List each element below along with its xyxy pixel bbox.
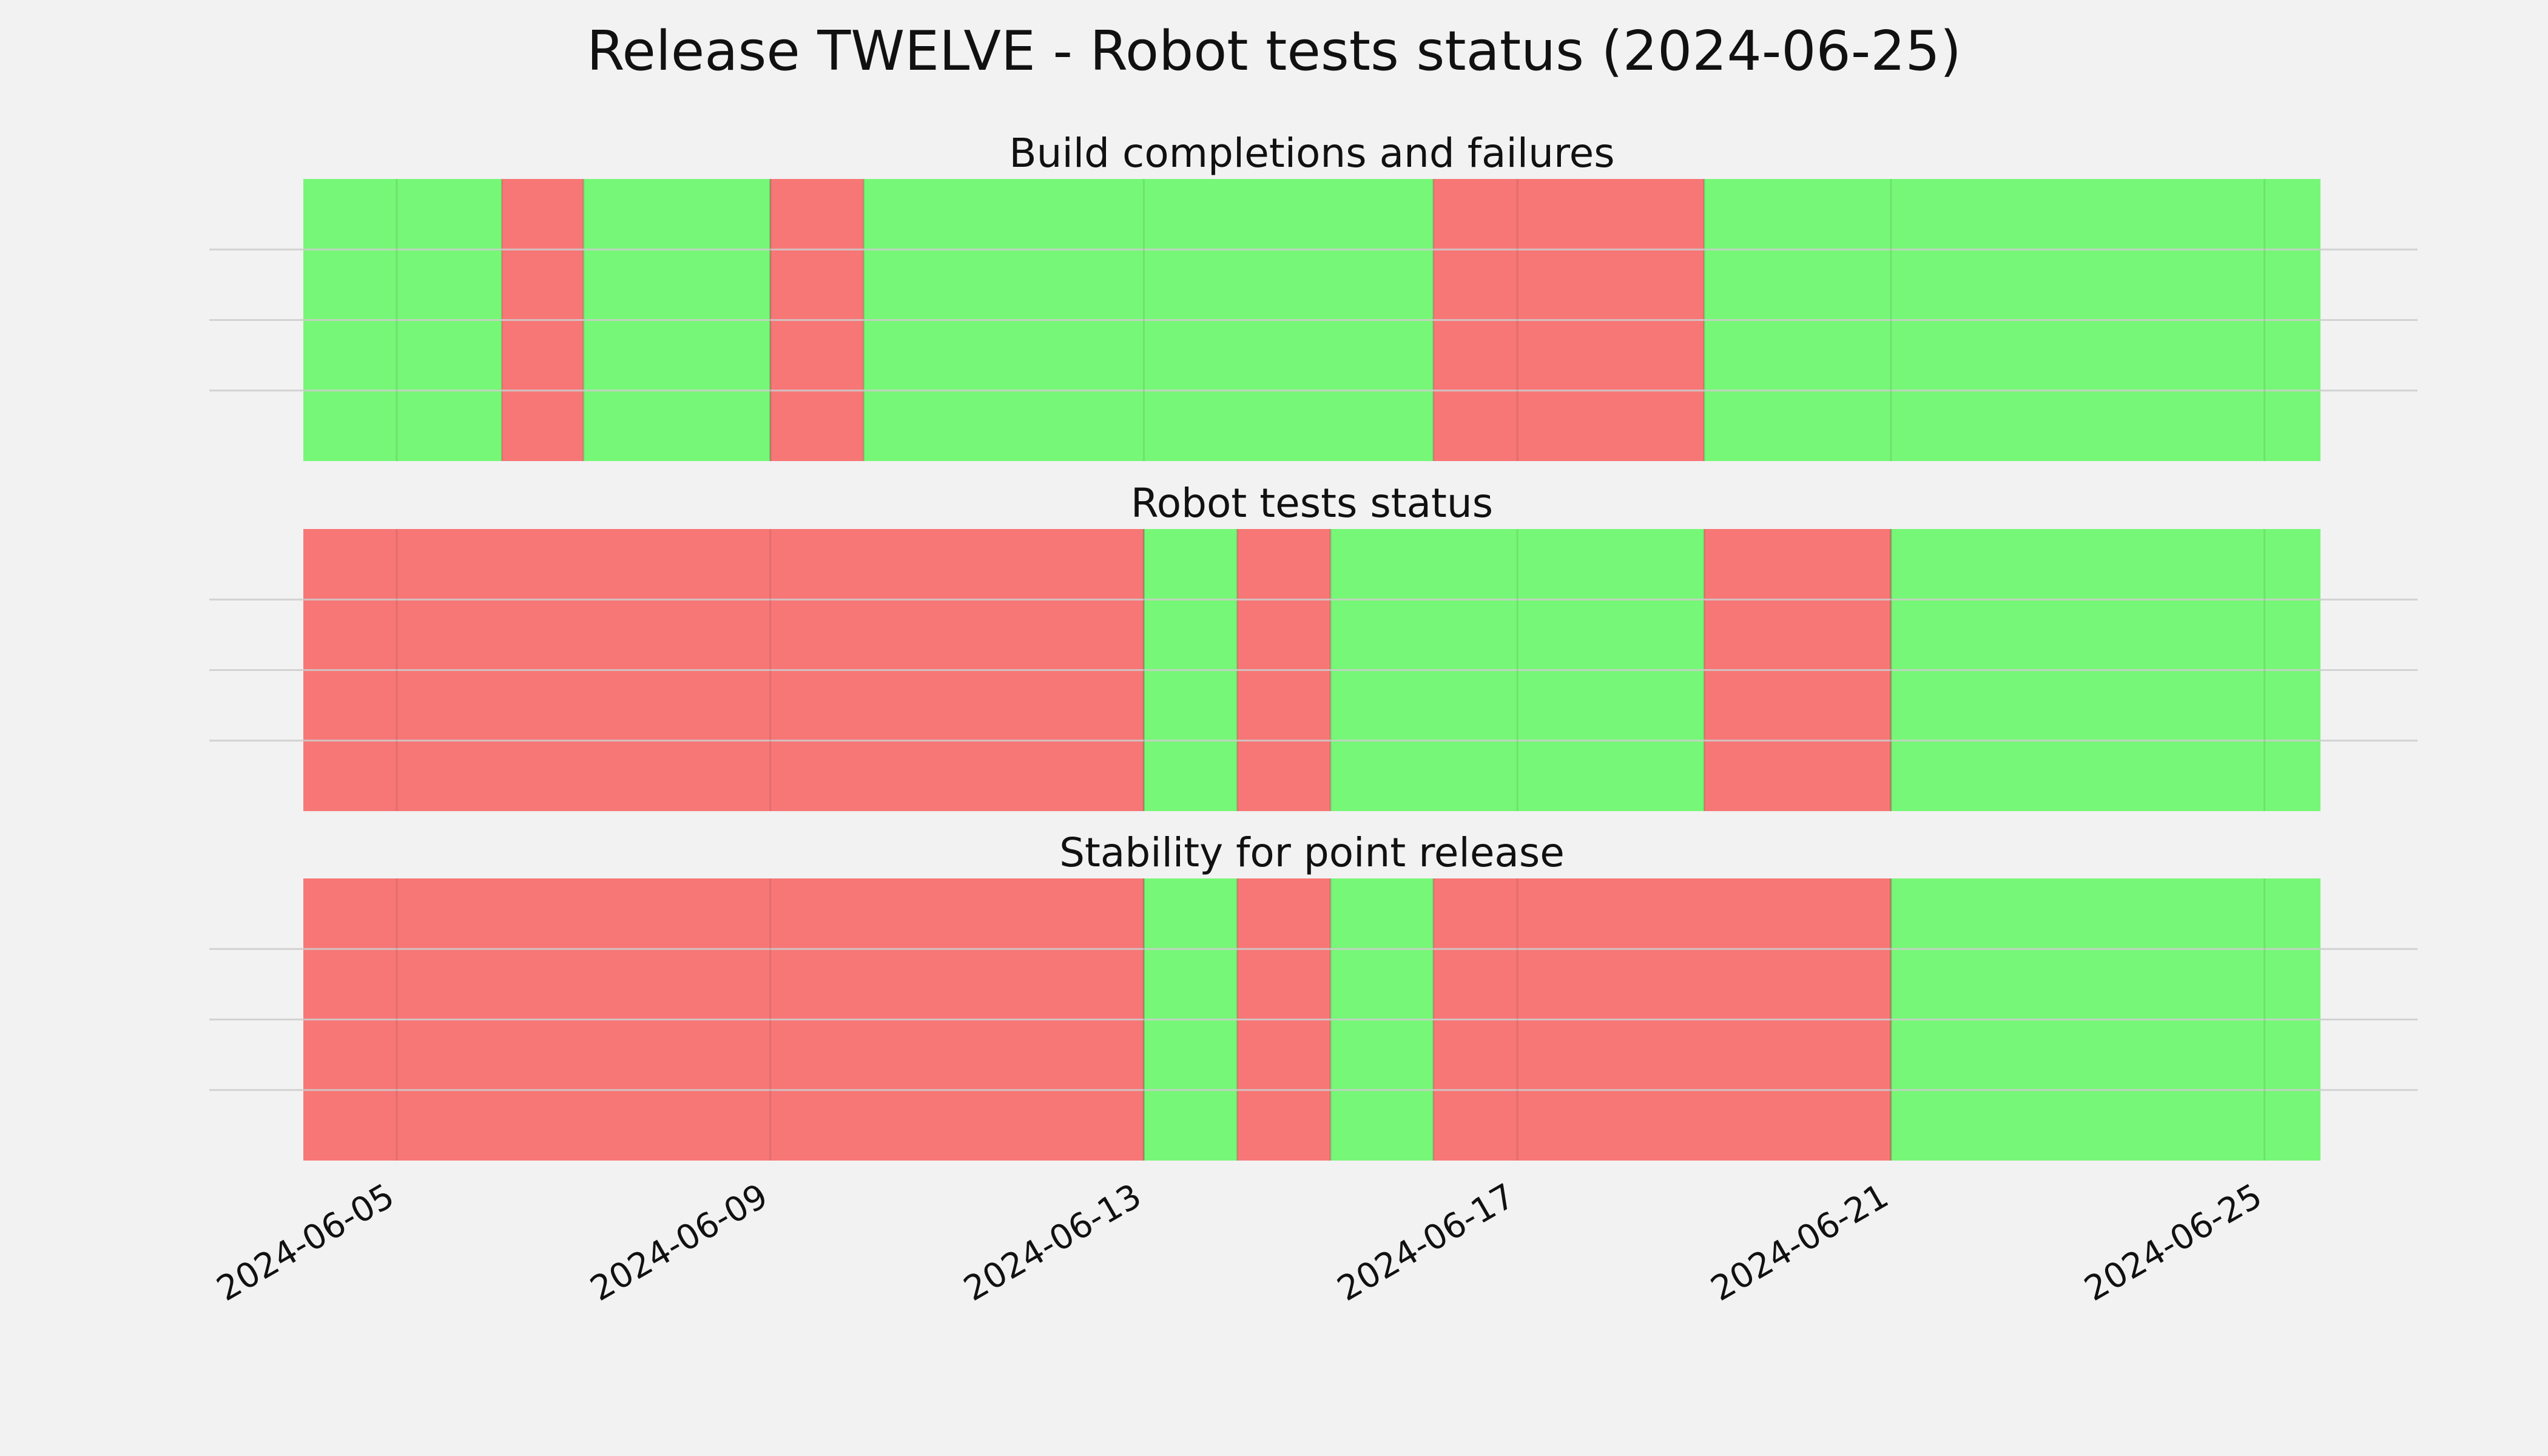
panel-1: Build completions and failures [209,130,2418,461]
panels-group: Build completions and failures Robot test… [209,130,2418,1161]
panel-title: Stability for point release [1059,829,1565,876]
panel-title: Robot tests status [1131,480,1493,527]
panel-title: Build completions and failures [1009,130,1614,177]
chart-title: Release TWELVE - Robot tests status (202… [587,19,1961,83]
panel-2: Robot tests status [209,480,2418,811]
panel-3: Stability for point release [209,829,2418,1161]
